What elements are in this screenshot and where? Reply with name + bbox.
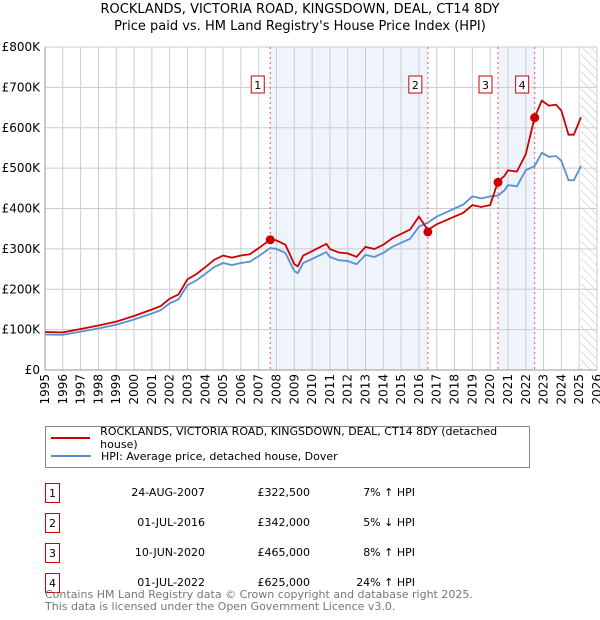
chart-subtitle: Price paid vs. HM Land Registry's House … [114, 19, 486, 34]
sale-label-box [515, 75, 530, 94]
x-tick-label: 2025 [572, 374, 586, 405]
sale-label: 2 [412, 79, 419, 92]
x-tick-label: 2010 [305, 374, 319, 405]
chart-title: ROCKLANDS, VICTORIA ROAD, KINGSDOWN, DEA… [100, 2, 500, 17]
x-tick-label: 2008 [269, 374, 283, 405]
sale-number: 2 [45, 513, 60, 533]
x-tick-label: 2018 [448, 374, 462, 405]
sale-number: 3 [45, 543, 60, 563]
sale-point [423, 227, 433, 237]
x-tick-label: 2021 [501, 374, 515, 405]
sale-price: £625,000 [257, 576, 311, 589]
legend-swatch [51, 455, 91, 457]
y-tick-label: £300K [2, 242, 42, 256]
x-tick-label: 2022 [519, 374, 533, 405]
x-tick-label: 2024 [554, 374, 568, 405]
legend-label: HPI: Average price, detached house, Dove… [101, 449, 338, 463]
sale-price: £465,000 [257, 546, 311, 559]
y-tick-label: £200K [2, 282, 42, 296]
x-tick-label: 2026 [590, 374, 600, 405]
x-tick-label: 2004 [198, 374, 212, 405]
sale-number: 1 [45, 483, 60, 503]
sale-date: 10-JUN-2020 [134, 546, 205, 559]
footer: Contains HM Land Registry data © Crown c… [45, 589, 473, 613]
x-tick-label: 2014 [376, 374, 390, 405]
y-tick-label: £600K [2, 121, 42, 135]
sale-date: 24-AUG-2007 [131, 486, 205, 499]
sale-number: 4 [45, 573, 60, 593]
sale-price: £322,500 [257, 486, 311, 499]
x-tick-label: 2013 [359, 374, 373, 405]
x-tick-label: 1997 [74, 374, 88, 405]
sale-date: 01-JUL-2016 [137, 516, 205, 529]
sale-label-box [250, 75, 265, 94]
x-tick-label: 2006 [234, 374, 248, 405]
sale-point [530, 113, 540, 123]
legend-item-property: ROCKLANDS, VICTORIA ROAD, KINGSDOWN, DEA… [51, 425, 529, 451]
x-tick-label: 2012 [341, 374, 355, 405]
y-tick-label: £800K [2, 40, 42, 54]
plot-area: £0 £100K £200K £300K £400K £500K £600K £700K £80… [2, 40, 600, 405]
sale-point [265, 235, 275, 245]
y-tick-label: £500K [2, 161, 42, 175]
sale-hpi-diff: 8% ↑ HPI [363, 546, 415, 559]
legend: ROCKLANDS, VICTORIA ROAD, KINGSDOWN, DEA… [45, 425, 530, 468]
x-tick-label: 2020 [483, 374, 497, 405]
legend-swatch [51, 437, 91, 439]
x-tick-label: 1995 [38, 374, 52, 405]
sale-label-box [408, 75, 423, 94]
x-tick-label: 1998 [91, 374, 105, 405]
footer-line: Contains HM Land Registry data © Crown c… [45, 588, 473, 601]
x-tick-label: 1999 [109, 374, 123, 405]
x-tick-label: 2019 [465, 374, 479, 405]
y-tick-label: £100K [2, 323, 42, 337]
legend-label: ROCKLANDS, VICTORIA ROAD, KINGSDOWN, DEA… [100, 425, 498, 451]
sale-hpi-diff: 5% ↓ HPI [363, 516, 415, 529]
footer-line: This data is licensed under the Open Gov… [45, 600, 396, 613]
y-tick-label: £400K [2, 202, 42, 216]
x-tick-label: 2001 [145, 374, 159, 405]
sale-hpi-diff: 7% ↑ HPI [363, 486, 415, 499]
sale-date: 01-JUL-2022 [137, 576, 205, 589]
property-price-line [44, 99, 582, 334]
x-tick-label: 2016 [412, 374, 426, 405]
x-tick-label: 2002 [163, 374, 177, 405]
sale-price: £342,000 [257, 516, 311, 529]
x-tick-label: 2015 [394, 374, 408, 405]
x-tick-label: 2023 [537, 374, 551, 405]
sale-label-box [478, 75, 493, 94]
sale-label: 3 [482, 79, 489, 92]
x-tick-label: 2017 [430, 374, 444, 405]
sale-label: 1 [254, 79, 261, 92]
x-tick-label: 1996 [56, 374, 70, 405]
y-tick-label: £700K [2, 80, 42, 94]
x-tick-label: 2011 [323, 374, 337, 405]
y-tick-label: £0 [25, 363, 40, 377]
legend-item-hpi: HPI: Average price, detached house, Dove… [51, 448, 338, 464]
sale-label: 4 [519, 79, 526, 92]
x-tick-label: 2005 [216, 374, 230, 405]
sale-point [493, 177, 503, 187]
sale-hpi-diff: 24% ↑ HPI [356, 576, 415, 589]
x-tick-label: 2009 [287, 374, 301, 405]
hpi-line [44, 151, 582, 336]
x-tick-label: 2003 [180, 374, 194, 405]
x-tick-label: 2007 [252, 374, 266, 405]
x-tick-label: 2000 [127, 374, 141, 405]
